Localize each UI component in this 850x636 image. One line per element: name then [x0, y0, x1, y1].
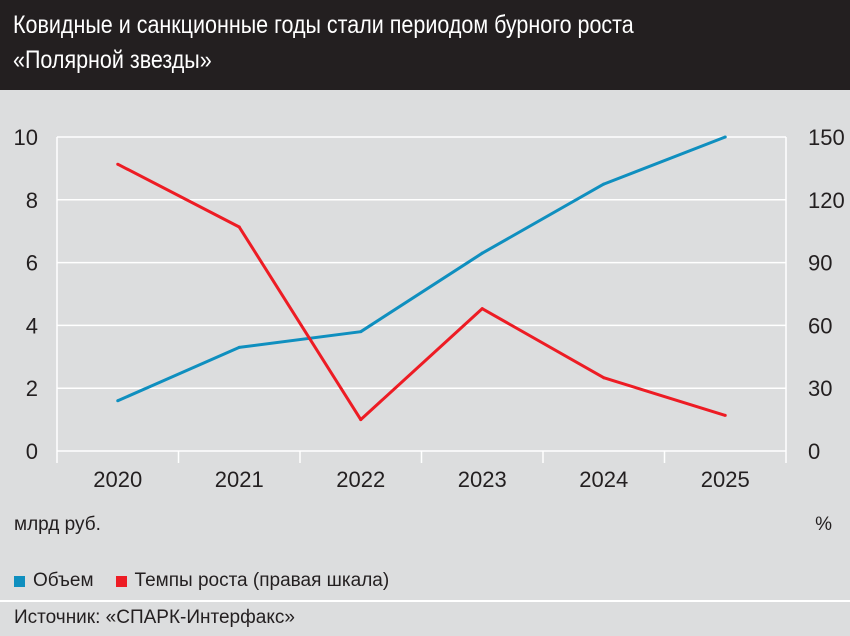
- y-tick-label: 8: [26, 188, 38, 213]
- x-tick-label: 2023: [458, 467, 507, 492]
- x-tick-label: 2025: [701, 467, 750, 492]
- legend-swatch-growth: [115, 575, 127, 587]
- legend-label-volume: Объем: [33, 570, 94, 591]
- data-point: [602, 376, 606, 380]
- source-note: Источник: «СПАРК-Интерфакс»: [14, 607, 295, 628]
- y2-tick-label: 120: [808, 188, 845, 213]
- data-point: [237, 225, 241, 229]
- series-line-growth: [117, 162, 726, 422]
- y2-tick-label: 150: [808, 125, 845, 150]
- data-point: [237, 345, 241, 349]
- y-tick-label: 0: [26, 439, 38, 464]
- data-point: [359, 330, 363, 334]
- left-axis-unit: млрд руб.: [14, 514, 101, 535]
- y2-tick-label: 90: [808, 251, 832, 276]
- data-point: [480, 307, 484, 311]
- line-chart: 0 0 2 30 4 60 6 90 8 120 10 150 2020 2021 2022 2023 2024…: [14, 125, 845, 492]
- chart-title: Ковидные и санкционные годы стали период…: [13, 8, 839, 78]
- data-point: [723, 135, 727, 139]
- chart-header: Ковидные и санкционные годы стали период…: [0, 0, 850, 90]
- y2-tick-label: 60: [808, 313, 832, 338]
- y2-tick-label: 0: [808, 439, 820, 464]
- y-tick-label: 10: [14, 125, 38, 150]
- y-tick-label: 6: [26, 251, 38, 276]
- legend: Объем Темпы роста (правая шкала): [14, 570, 389, 592]
- right-axis-unit: %: [815, 514, 832, 535]
- data-point: [602, 182, 606, 186]
- x-tick-label: 2021: [215, 467, 264, 492]
- data-point: [116, 162, 120, 166]
- data-point: [723, 413, 727, 417]
- legend-label-growth: Темпы роста (правая шкала): [134, 570, 390, 591]
- y-tick-label: 2: [26, 376, 38, 401]
- legend-swatch-volume: [14, 575, 25, 587]
- y-tick-label: 4: [26, 313, 38, 338]
- data-point: [480, 251, 484, 255]
- x-tick-label: 2022: [336, 467, 385, 492]
- x-tick-label: 2020: [93, 467, 142, 492]
- title-line-2: «Полярной звезды»: [13, 46, 212, 74]
- data-point: [359, 418, 363, 422]
- series-line-volume: [117, 135, 726, 403]
- y2-tick-label: 30: [808, 376, 832, 401]
- title-line-1: Ковидные и санкционные годы стали период…: [13, 11, 634, 39]
- divider: [0, 600, 850, 602]
- data-point: [116, 399, 120, 403]
- x-tick-label: 2024: [579, 467, 628, 492]
